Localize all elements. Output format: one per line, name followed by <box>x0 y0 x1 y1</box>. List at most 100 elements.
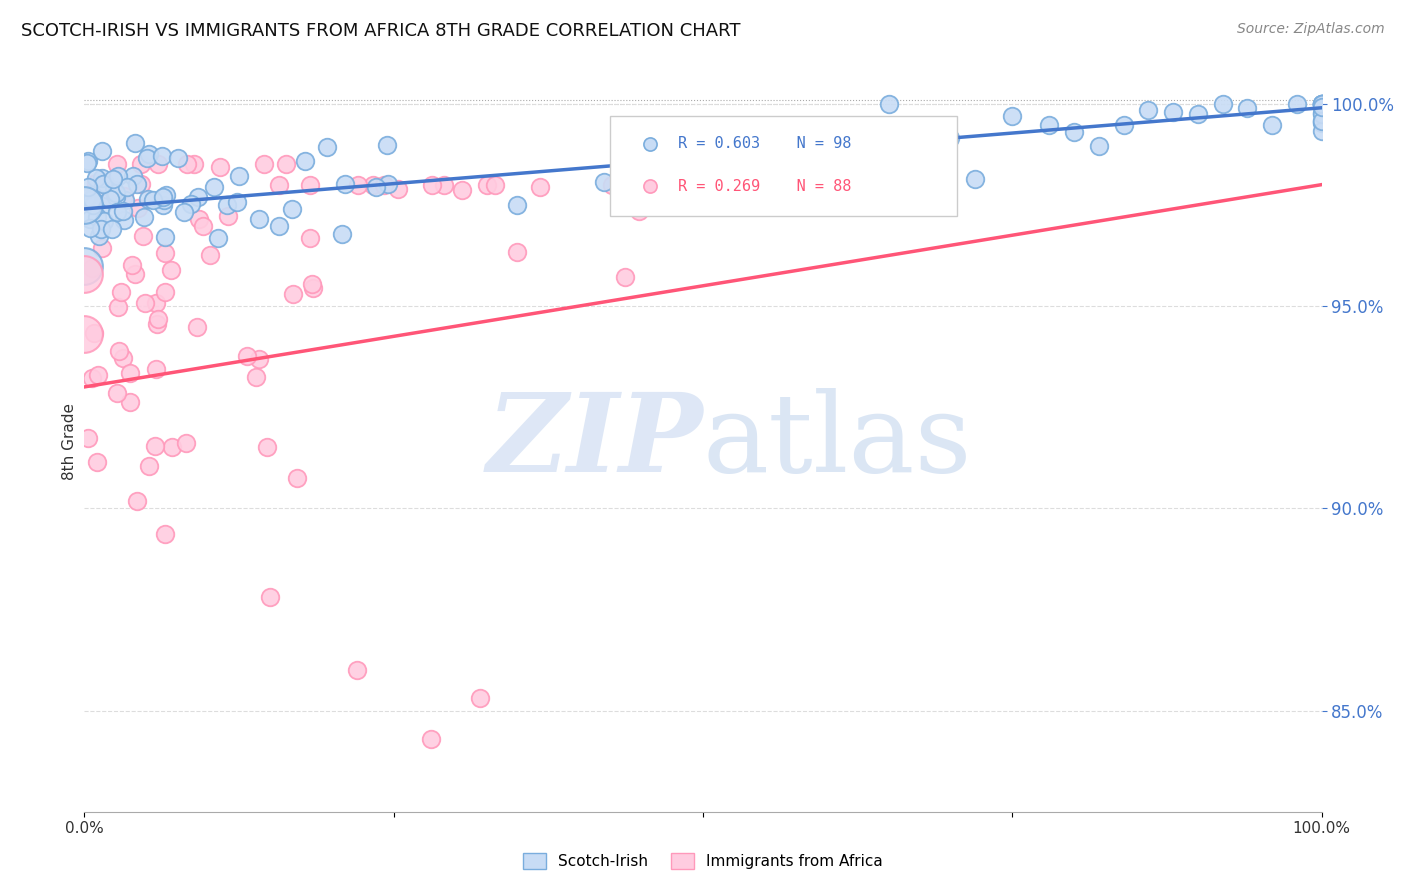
Point <box>146 157 169 171</box>
Point <box>387 182 409 196</box>
Point <box>83 326 105 340</box>
Point <box>247 212 270 227</box>
Point <box>1212 96 1234 111</box>
Point <box>301 277 323 291</box>
Point <box>217 197 239 211</box>
Point <box>1310 96 1333 111</box>
Point <box>506 245 529 260</box>
Point <box>1310 113 1333 128</box>
Point <box>1001 109 1024 123</box>
Point <box>73 198 96 212</box>
Point <box>136 192 159 206</box>
Point <box>202 180 225 194</box>
Point <box>1310 96 1333 111</box>
Text: R = 0.269    N = 88: R = 0.269 N = 88 <box>678 178 852 194</box>
Point <box>1236 101 1258 115</box>
Point <box>110 285 132 300</box>
Point <box>877 96 900 111</box>
Point <box>1310 96 1333 111</box>
Point <box>638 493 661 508</box>
Point <box>82 261 104 276</box>
Point <box>754 141 776 155</box>
Point <box>90 171 112 186</box>
Point <box>1285 96 1308 111</box>
Point <box>281 287 304 301</box>
Point <box>132 228 155 243</box>
Point <box>82 192 104 206</box>
Point <box>127 201 149 215</box>
Point <box>82 371 104 385</box>
Point <box>1161 104 1184 119</box>
Point <box>347 178 370 192</box>
Point <box>155 229 177 244</box>
Point <box>131 177 153 191</box>
Point <box>377 177 399 191</box>
Point <box>285 471 308 485</box>
Text: R = 0.603    N = 98: R = 0.603 N = 98 <box>678 136 852 152</box>
Point <box>73 267 96 281</box>
Point <box>506 197 529 211</box>
Point <box>316 140 339 154</box>
Point <box>135 151 157 165</box>
Point <box>103 183 125 197</box>
Point <box>108 344 131 359</box>
Point <box>91 144 114 158</box>
Point <box>167 152 190 166</box>
Point <box>104 189 127 203</box>
Point <box>613 270 636 285</box>
Point <box>79 221 101 235</box>
Point <box>228 169 250 183</box>
Point <box>90 199 112 213</box>
Point <box>124 136 146 150</box>
Point <box>294 154 316 169</box>
Point <box>94 176 117 190</box>
Point <box>187 189 209 203</box>
Point <box>105 157 128 171</box>
Point <box>125 494 148 508</box>
Point <box>419 731 441 746</box>
Point <box>475 178 498 192</box>
Point <box>132 210 155 224</box>
Point <box>134 295 156 310</box>
Point <box>1310 100 1333 114</box>
Point <box>93 191 115 205</box>
Point <box>259 591 281 605</box>
Point <box>112 189 135 203</box>
Point <box>627 203 650 218</box>
Point <box>127 178 149 192</box>
Point <box>626 178 648 192</box>
Point <box>107 169 129 184</box>
Legend: Scotch-Irish, Immigrants from Africa: Scotch-Irish, Immigrants from Africa <box>517 847 889 875</box>
Point <box>1310 96 1333 111</box>
Point <box>183 157 205 171</box>
Point <box>450 183 472 197</box>
Point <box>529 179 551 194</box>
Point <box>638 723 661 738</box>
Point <box>101 221 124 235</box>
Point <box>193 219 215 233</box>
Point <box>75 191 97 205</box>
Point <box>422 178 444 192</box>
Point <box>114 194 136 208</box>
Point <box>111 203 134 218</box>
Point <box>186 320 208 334</box>
Point <box>91 178 114 192</box>
Point <box>107 300 129 314</box>
Point <box>965 172 987 186</box>
Point <box>269 219 291 233</box>
Point <box>103 186 125 200</box>
Point <box>77 154 100 169</box>
Point <box>86 455 108 469</box>
Point <box>76 431 98 445</box>
Point <box>84 171 107 186</box>
Point <box>76 156 98 170</box>
Point <box>366 180 388 194</box>
FancyBboxPatch shape <box>610 116 956 216</box>
Point <box>142 193 165 207</box>
Point <box>208 160 231 174</box>
Point <box>138 459 160 474</box>
Point <box>256 441 278 455</box>
Point <box>1137 103 1160 117</box>
Text: Source: ZipAtlas.com: Source: ZipAtlas.com <box>1237 22 1385 37</box>
Point <box>939 131 962 145</box>
